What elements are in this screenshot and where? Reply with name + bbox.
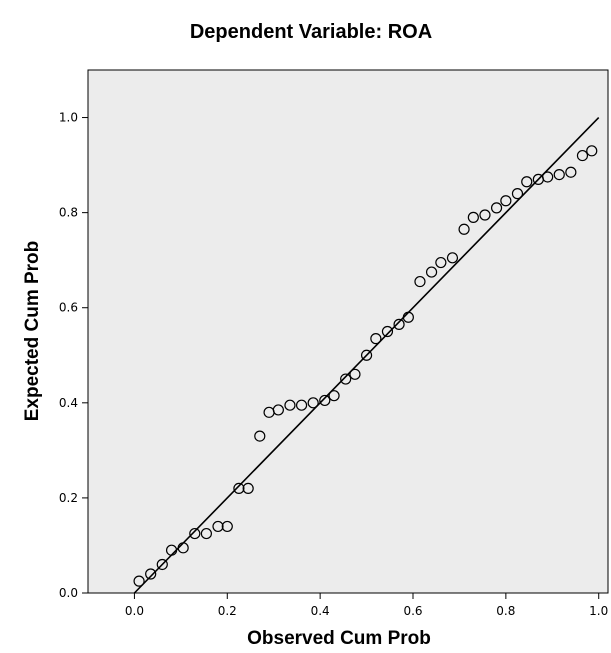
x-tick-label: 0.0 — [125, 604, 144, 618]
plot-area — [88, 70, 608, 593]
y-axis: 0.0 0.2 0.4 0.6 0.8 1.0 — [59, 111, 88, 600]
x-tick-label: 0.8 — [496, 604, 515, 618]
y-tick-label: 0.6 — [59, 301, 78, 315]
chart-title: Dependent Variable: ROA — [190, 21, 432, 43]
y-tick-label: 0.0 — [59, 586, 78, 600]
y-tick-label: 1.0 — [59, 111, 78, 125]
y-tick-label: 0.4 — [59, 396, 78, 410]
y-tick-label: 0.8 — [59, 206, 78, 220]
x-tick-label: 0.6 — [403, 604, 422, 618]
y-tick-label: 0.2 — [59, 491, 78, 505]
y-axis-label: Expected Cum Prob — [22, 241, 43, 422]
x-tick-label: 1.0 — [589, 604, 608, 618]
x-axis-label: Observed Cum Prob — [247, 628, 431, 649]
x-axis: 0.0 0.2 0.4 0.6 0.8 1.0 — [125, 593, 608, 618]
x-tick-label: 0.2 — [218, 604, 237, 618]
x-tick-label: 0.4 — [311, 604, 330, 618]
